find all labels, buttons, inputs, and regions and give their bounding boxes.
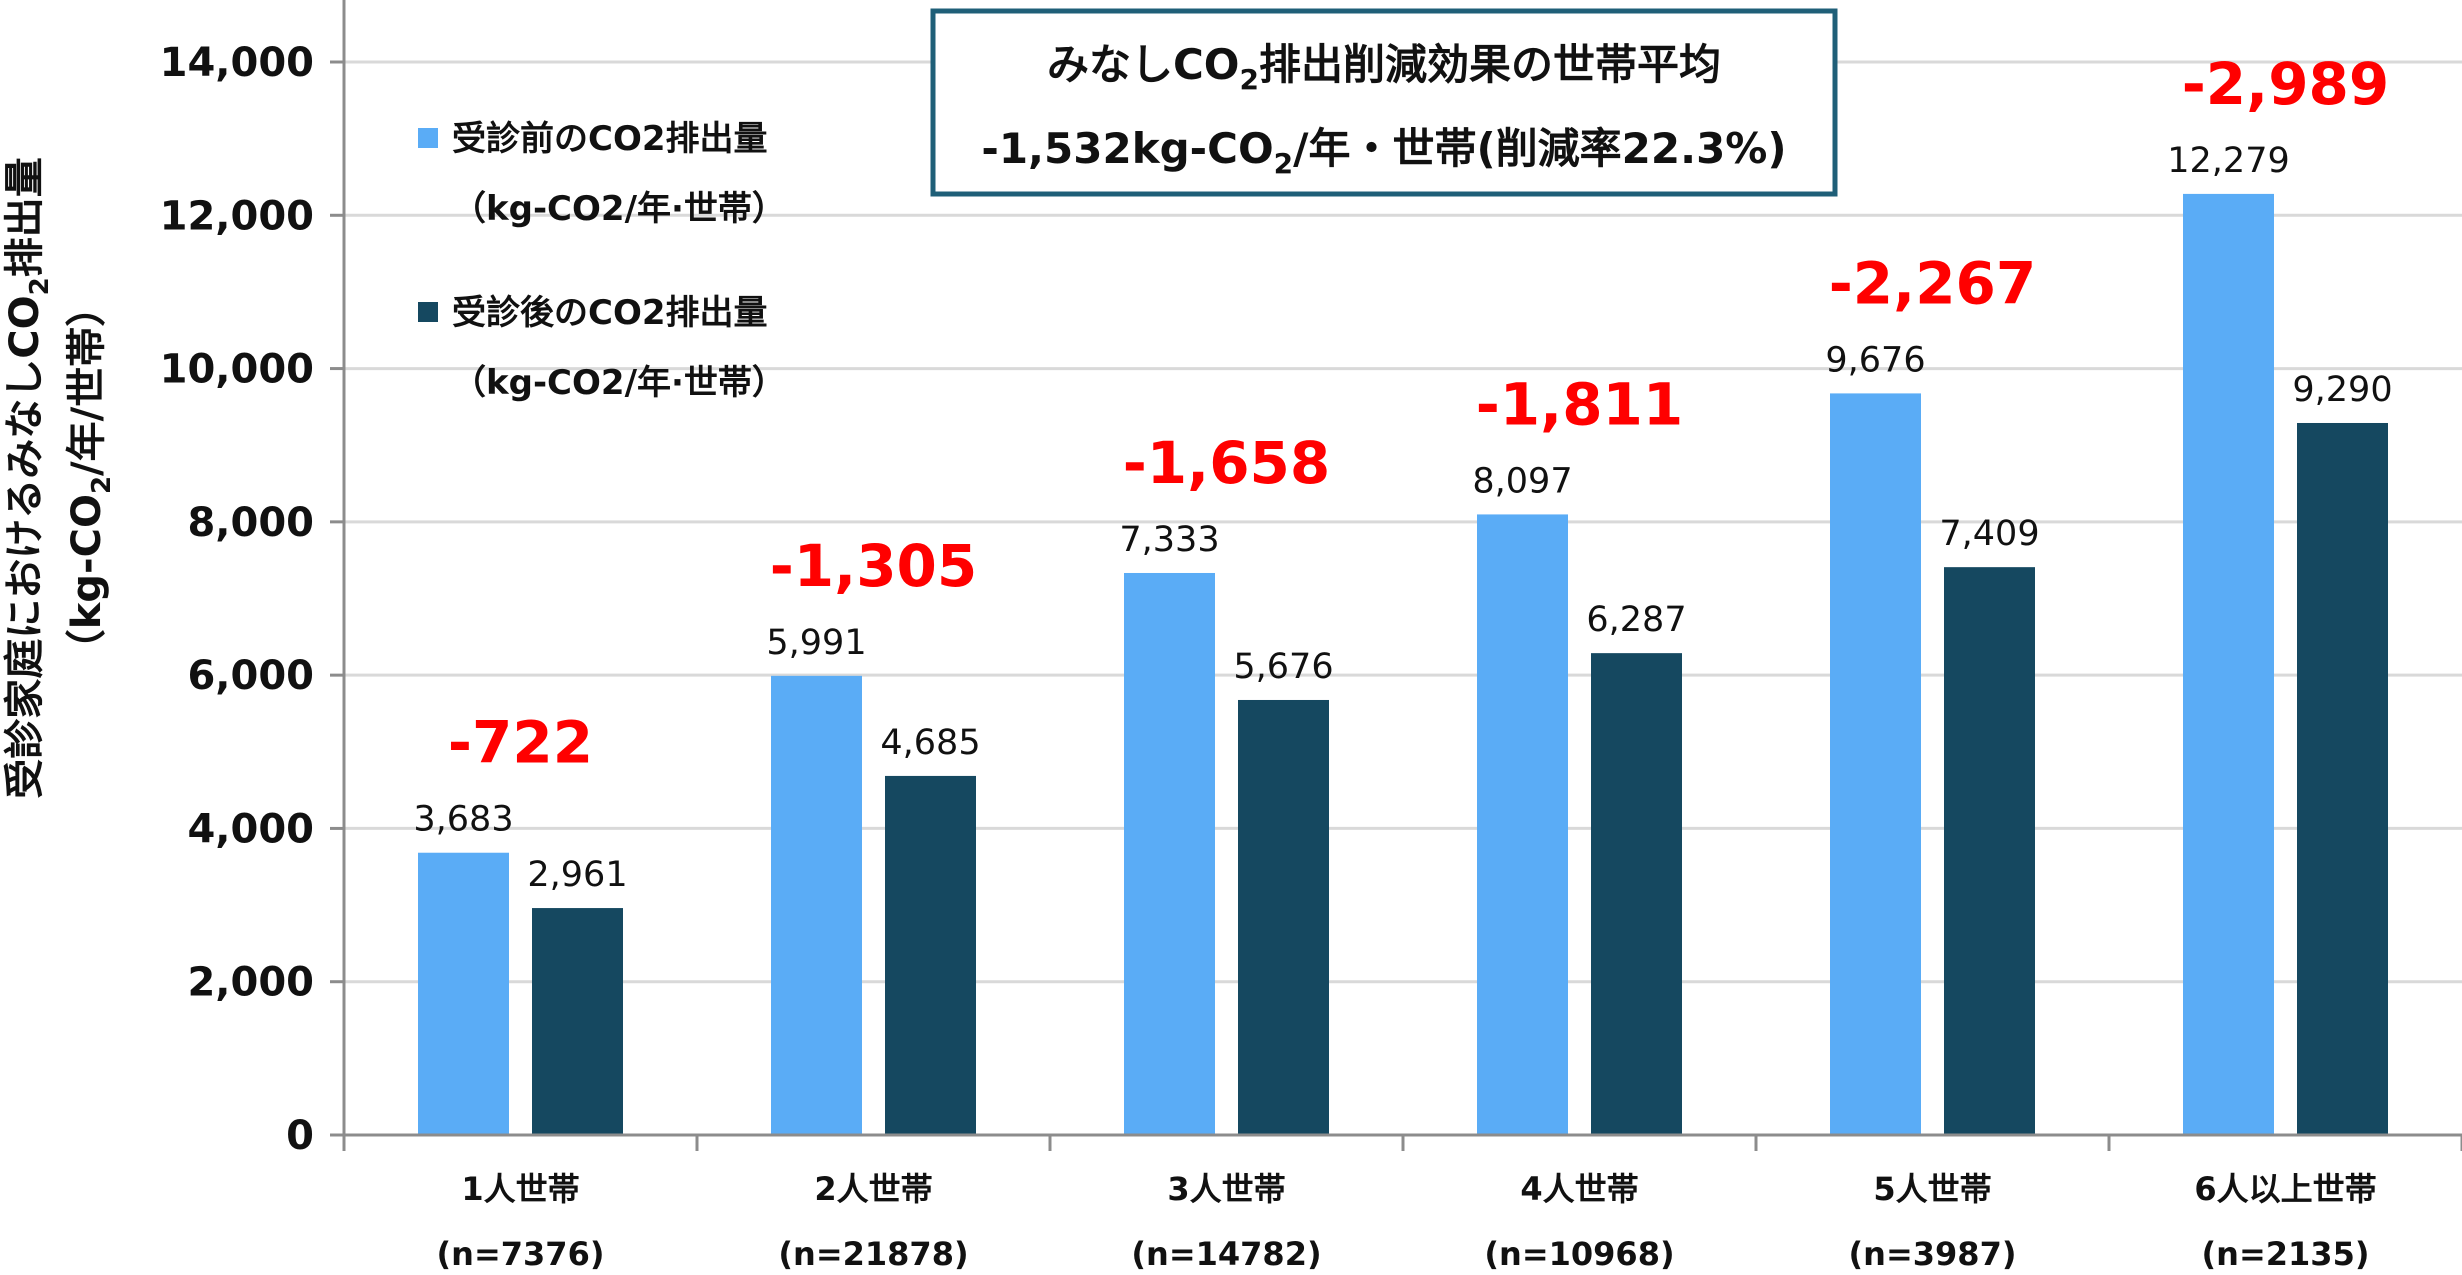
data-label-after: 9,290 bbox=[2292, 370, 2392, 410]
legend-swatch-before bbox=[418, 128, 438, 148]
bar-before bbox=[771, 675, 862, 1135]
data-label-after: 7,409 bbox=[1939, 514, 2039, 554]
summary-value: -1,532kg-CO2/年・世帯(削減率22.3%) bbox=[981, 124, 1786, 180]
x-category-n: (n=2135) bbox=[2202, 1235, 2370, 1273]
y-axis-title-line1: 受診家庭におけるみなしCO2排出量 bbox=[2, 157, 55, 798]
difference-label: -1,305 bbox=[770, 532, 978, 600]
x-category-n: (n=10968) bbox=[1484, 1235, 1674, 1273]
difference-label: -1,811 bbox=[1476, 370, 1684, 438]
summary-box: みなしCO2排出削減効果の世帯平均 -1,532kg-CO2/年・世帯(削減率2… bbox=[930, 8, 1838, 197]
summary-box-border bbox=[930, 8, 1838, 197]
data-label-before: 9,676 bbox=[1825, 340, 1925, 380]
bar-after bbox=[1944, 567, 2035, 1135]
data-label-after: 4,685 bbox=[880, 723, 980, 763]
bar-before bbox=[418, 852, 509, 1135]
y-tick-label: 14,000 bbox=[160, 40, 314, 86]
data-label-after: 6,287 bbox=[1586, 600, 1686, 640]
data-label-before: 8,097 bbox=[1472, 461, 1572, 501]
y-tick-label: 10,000 bbox=[160, 347, 314, 393]
x-category-label: 4人世帯 bbox=[1520, 1170, 1638, 1208]
data-label-before: 7,333 bbox=[1119, 520, 1219, 560]
data-label-before: 5,991 bbox=[766, 623, 866, 663]
labels-group: 0 2,000 4,000 6,000 8,000 10,000 12,000 14,000 3… bbox=[160, 40, 2393, 1273]
y-tick-label: 2,000 bbox=[187, 960, 314, 1006]
difference-label: -722 bbox=[448, 709, 593, 777]
bar-after bbox=[1238, 699, 1329, 1135]
bar-before bbox=[1830, 393, 1921, 1136]
x-category-label: 1人世帯 bbox=[461, 1170, 579, 1208]
legend-unit-after: （kg-CO2/年·世帯） bbox=[452, 363, 786, 403]
legend-label-before: 受診前のCO2排出量 bbox=[452, 119, 768, 159]
legend-label-after: 受診後のCO2排出量 bbox=[452, 293, 768, 333]
data-label-after: 2,961 bbox=[527, 855, 627, 895]
y-axis-title-line2: （kg-CO2/年/世帯） bbox=[64, 287, 117, 670]
legend: 受診前のCO2排出量 （kg-CO2/年·世帯） 受診後のCO2排出量 （kg-… bbox=[418, 119, 786, 403]
bar-after bbox=[885, 775, 976, 1135]
x-category-n: (n=3987) bbox=[1849, 1235, 2017, 1273]
axes-group bbox=[330, 0, 2462, 1151]
bars-group bbox=[418, 193, 2388, 1136]
difference-label: -1,658 bbox=[1123, 429, 1331, 497]
x-category-label: 6人以上世帯 bbox=[2194, 1170, 2376, 1208]
x-category-n: (n=21878) bbox=[778, 1235, 968, 1273]
bar-before bbox=[1477, 514, 1568, 1135]
bar-after bbox=[1591, 653, 1682, 1135]
bar-before bbox=[2183, 193, 2274, 1136]
x-category-label: 5人世帯 bbox=[1873, 1170, 1991, 1208]
x-category-n: (n=7376) bbox=[437, 1235, 605, 1273]
y-tick-label: 0 bbox=[286, 1113, 314, 1159]
difference-label: -2,267 bbox=[1829, 249, 2037, 317]
x-category-n: (n=14782) bbox=[1131, 1235, 1321, 1273]
y-tick-label: 12,000 bbox=[160, 193, 314, 239]
legend-unit-before: （kg-CO2/年·世帯） bbox=[452, 189, 786, 229]
y-tick-label: 4,000 bbox=[187, 806, 314, 852]
difference-label: -2,989 bbox=[2182, 50, 2390, 118]
gridlines bbox=[344, 60, 2462, 984]
y-tick-label: 6,000 bbox=[187, 653, 314, 699]
data-label-after: 5,676 bbox=[1233, 647, 1333, 687]
data-label-before: 3,683 bbox=[413, 800, 513, 840]
legend-swatch-after bbox=[418, 302, 438, 322]
data-label-before: 12,279 bbox=[2167, 141, 2289, 181]
summary-title: みなしCO2排出削減効果の世帯平均 bbox=[1047, 40, 1721, 96]
bar-after bbox=[2297, 422, 2388, 1135]
x-category-label: 3人世帯 bbox=[1167, 1170, 1285, 1208]
y-tick-label: 8,000 bbox=[187, 500, 314, 546]
bar-before bbox=[1124, 572, 1215, 1135]
x-category-label: 2人世帯 bbox=[814, 1170, 932, 1208]
bar-after bbox=[532, 908, 623, 1135]
